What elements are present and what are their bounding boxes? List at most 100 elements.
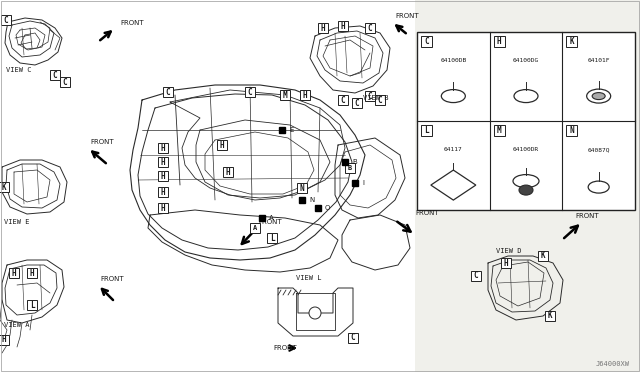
Bar bbox=[365, 23, 375, 33]
Text: H: H bbox=[220, 141, 224, 150]
Ellipse shape bbox=[309, 307, 321, 319]
Text: A: A bbox=[253, 225, 257, 231]
Text: VIEW B: VIEW B bbox=[363, 95, 388, 101]
Text: H: H bbox=[226, 167, 230, 176]
Bar bbox=[0, 335, 9, 345]
Text: FRONT: FRONT bbox=[258, 219, 282, 225]
Bar bbox=[545, 311, 555, 321]
Ellipse shape bbox=[588, 181, 609, 193]
Bar bbox=[158, 187, 168, 197]
Bar bbox=[0, 182, 9, 192]
Bar bbox=[27, 300, 37, 310]
Text: FRONT: FRONT bbox=[575, 213, 598, 219]
Bar bbox=[280, 90, 290, 100]
Text: FRONT: FRONT bbox=[120, 20, 143, 26]
Ellipse shape bbox=[587, 89, 611, 103]
Text: H: H bbox=[161, 187, 165, 196]
Bar bbox=[318, 23, 328, 33]
Text: 64087Q: 64087Q bbox=[588, 147, 610, 152]
Text: C: C bbox=[474, 272, 478, 280]
Bar bbox=[365, 91, 375, 101]
Text: VIEW D: VIEW D bbox=[496, 248, 522, 254]
Bar bbox=[163, 87, 173, 97]
Text: H: H bbox=[340, 22, 346, 31]
Text: C: C bbox=[166, 87, 170, 96]
Text: A: A bbox=[269, 215, 274, 221]
Text: C: C bbox=[378, 96, 382, 105]
Text: M: M bbox=[283, 90, 287, 99]
Text: C: C bbox=[368, 23, 372, 32]
Text: C: C bbox=[368, 92, 372, 100]
Text: 64100DR: 64100DR bbox=[513, 147, 539, 152]
Bar bbox=[158, 143, 168, 153]
Text: C: C bbox=[351, 334, 355, 343]
Bar bbox=[338, 95, 348, 105]
Text: H: H bbox=[161, 144, 165, 153]
Text: H: H bbox=[497, 37, 502, 46]
Text: L: L bbox=[424, 126, 429, 135]
Text: B: B bbox=[352, 159, 356, 165]
Bar bbox=[471, 271, 481, 281]
Bar bbox=[158, 157, 168, 167]
Text: N: N bbox=[570, 126, 574, 135]
Bar bbox=[50, 70, 60, 80]
Text: K: K bbox=[570, 37, 574, 46]
Bar bbox=[352, 98, 362, 108]
Bar bbox=[245, 87, 255, 97]
Bar bbox=[158, 171, 168, 181]
Ellipse shape bbox=[442, 90, 465, 103]
Bar bbox=[493, 36, 505, 47]
Bar bbox=[297, 183, 307, 193]
Bar bbox=[566, 36, 577, 47]
Bar bbox=[158, 203, 168, 213]
Bar bbox=[267, 233, 277, 243]
Bar bbox=[421, 125, 432, 136]
Ellipse shape bbox=[592, 93, 605, 100]
Text: VIEW A: VIEW A bbox=[4, 322, 29, 328]
Text: I: I bbox=[362, 180, 364, 186]
Bar bbox=[566, 125, 577, 136]
Bar bbox=[501, 258, 511, 268]
Bar bbox=[27, 268, 37, 278]
Text: H: H bbox=[504, 259, 508, 267]
Text: H: H bbox=[161, 157, 165, 167]
Text: C: C bbox=[63, 77, 67, 87]
Polygon shape bbox=[431, 170, 476, 200]
Text: L: L bbox=[29, 301, 35, 310]
Text: C: C bbox=[4, 16, 8, 25]
Text: C: C bbox=[355, 99, 359, 108]
Bar bbox=[223, 167, 233, 177]
Text: N: N bbox=[309, 197, 314, 203]
Text: FRONT: FRONT bbox=[395, 13, 419, 19]
Bar bbox=[345, 163, 355, 173]
Text: C: C bbox=[52, 71, 58, 80]
Ellipse shape bbox=[514, 90, 538, 103]
Text: FRONT: FRONT bbox=[90, 139, 114, 145]
Text: H: H bbox=[321, 23, 325, 32]
Bar bbox=[300, 90, 310, 100]
Text: FRONT: FRONT bbox=[100, 276, 124, 282]
Bar bbox=[250, 223, 260, 233]
Text: K: K bbox=[2, 183, 6, 192]
Text: VIEW C: VIEW C bbox=[6, 67, 31, 73]
Text: C: C bbox=[424, 37, 429, 46]
Bar bbox=[0, 0, 415, 372]
Text: H: H bbox=[303, 90, 307, 99]
Text: VIEW E: VIEW E bbox=[4, 219, 29, 225]
Text: K: K bbox=[548, 311, 552, 321]
Text: H: H bbox=[2, 336, 6, 344]
Bar bbox=[538, 251, 548, 261]
Text: B: B bbox=[348, 165, 352, 171]
Text: C: C bbox=[340, 96, 346, 105]
Text: 64100DG: 64100DG bbox=[513, 58, 539, 63]
Bar bbox=[9, 268, 19, 278]
Text: 64117: 64117 bbox=[444, 147, 463, 152]
Text: H: H bbox=[29, 269, 35, 278]
Text: C: C bbox=[248, 87, 252, 96]
Ellipse shape bbox=[513, 174, 539, 187]
Text: L: L bbox=[269, 234, 275, 243]
Text: E: E bbox=[289, 127, 293, 133]
Bar bbox=[375, 95, 385, 105]
Text: FRONT: FRONT bbox=[415, 210, 438, 216]
Text: FRONT: FRONT bbox=[273, 345, 296, 351]
